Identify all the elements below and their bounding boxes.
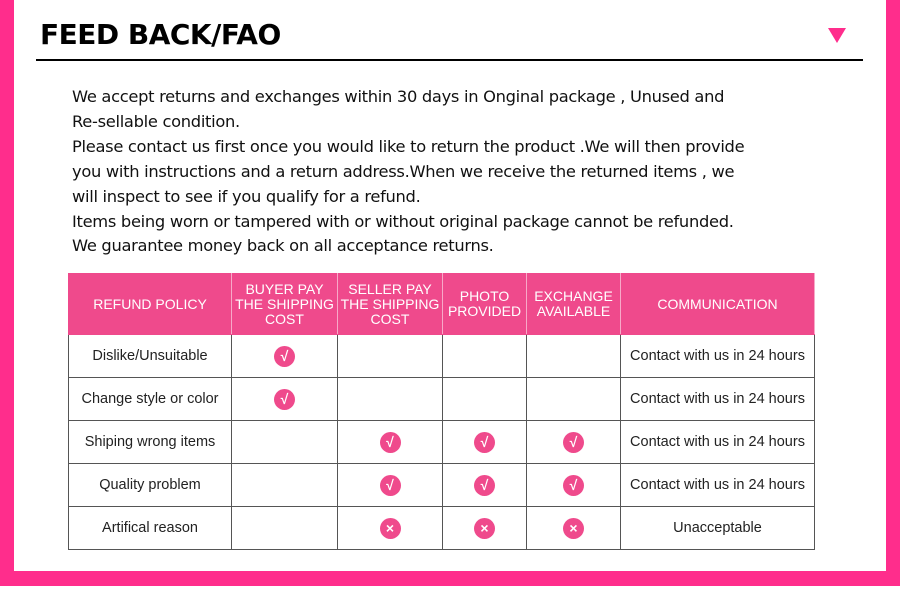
table-header-row: REFUND POLICY BUYER PAY THE SHIPPING COST…: [68, 273, 815, 335]
communication-cell: Unacceptable: [620, 506, 815, 550]
row-label: Dislike/Unsuitable: [68, 334, 232, 378]
title-divider: [36, 59, 863, 61]
mark-cell: √: [231, 377, 338, 421]
mark-cell: [337, 334, 443, 378]
mark-cell: ×: [442, 506, 527, 550]
table-row: Quality problem √ √ √ Contact with us in 24 …: [68, 463, 815, 507]
mark-cell: [231, 463, 338, 507]
mark-cell: √: [337, 420, 443, 464]
communication-cell: Contact with us in 24 hours: [620, 463, 815, 507]
column-header: PHOTO PROVIDED: [442, 273, 527, 335]
cross-icon: ×: [563, 517, 584, 539]
column-header: REFUND POLICY: [68, 273, 232, 335]
table-row: Dislike/Unsuitable √ Contact with us in 24…: [68, 334, 815, 378]
check-icon: √: [563, 431, 584, 453]
policy-text: We accept returns and exchanges within 3…: [72, 85, 832, 259]
check-icon: √: [379, 431, 401, 453]
row-label: Change style or color: [68, 377, 232, 421]
column-header: SELLER PAY THE SHIPPING COST: [337, 273, 443, 335]
mark-cell: √: [231, 334, 338, 378]
mark-cell: [442, 377, 527, 421]
frame-right-border: [886, 0, 900, 586]
mark-cell: √: [337, 463, 443, 507]
column-header: BUYER PAY THE SHIPPING COST: [231, 273, 338, 335]
table-row: Artifical reason × × × Unacceptable: [68, 506, 815, 550]
table-row: Shiping wrong items √ √ √ Contact with us in…: [68, 420, 815, 464]
triangle-down-icon[interactable]: [828, 28, 846, 43]
mark-cell: √: [442, 420, 527, 464]
mark-cell: √: [526, 463, 621, 507]
check-icon: √: [379, 474, 401, 496]
cross-icon: ×: [379, 517, 401, 539]
mark-cell: √: [526, 420, 621, 464]
row-label: Artifical reason: [68, 506, 232, 550]
mark-cell: ×: [337, 506, 443, 550]
column-header: EXCHANGE AVAILABLE: [526, 273, 621, 335]
policy-line: will inspect to see if you qualify for a…: [72, 186, 421, 206]
row-label: Shiping wrong items: [68, 420, 232, 464]
policy-line: Re-sellable condition.: [72, 111, 240, 131]
mark-cell: [442, 334, 527, 378]
policy-line: you with instructions and a return addre…: [72, 161, 735, 181]
mark-cell: ×: [526, 506, 621, 550]
frame-left-border: [0, 0, 14, 586]
mark-cell: [526, 377, 621, 421]
mark-cell: [231, 420, 338, 464]
policy-line: Please contact us first once you would l…: [72, 136, 745, 156]
check-icon: √: [474, 431, 495, 453]
cross-icon: ×: [474, 517, 495, 539]
communication-cell: Contact with us in 24 hours: [620, 334, 815, 378]
communication-cell: Contact with us in 24 hours: [620, 377, 815, 421]
mark-cell: [526, 334, 621, 378]
policy-line: Items being worn or tampered with or wit…: [72, 211, 734, 231]
column-header: COMMUNICATION: [620, 273, 815, 335]
communication-cell: Contact with us in 24 hours: [620, 420, 815, 464]
refund-policy-table: REFUND POLICY BUYER PAY THE SHIPPING COST…: [68, 273, 815, 550]
mark-cell: [337, 377, 443, 421]
table-row: Change style or color √ Contact with us in…: [68, 377, 815, 421]
frame-bottom-border: [0, 571, 900, 586]
check-icon: √: [474, 474, 495, 496]
page-title: FEED BACK/FAO: [40, 18, 281, 51]
mark-cell: [231, 506, 338, 550]
row-label: Quality problem: [68, 463, 232, 507]
check-icon: √: [274, 345, 295, 367]
check-icon: √: [274, 388, 295, 410]
policy-line: We guarantee money back on all acceptanc…: [72, 236, 494, 256]
mark-cell: √: [442, 463, 527, 507]
check-icon: √: [563, 474, 584, 496]
policy-line: We accept returns and exchanges within 3…: [72, 87, 725, 106]
